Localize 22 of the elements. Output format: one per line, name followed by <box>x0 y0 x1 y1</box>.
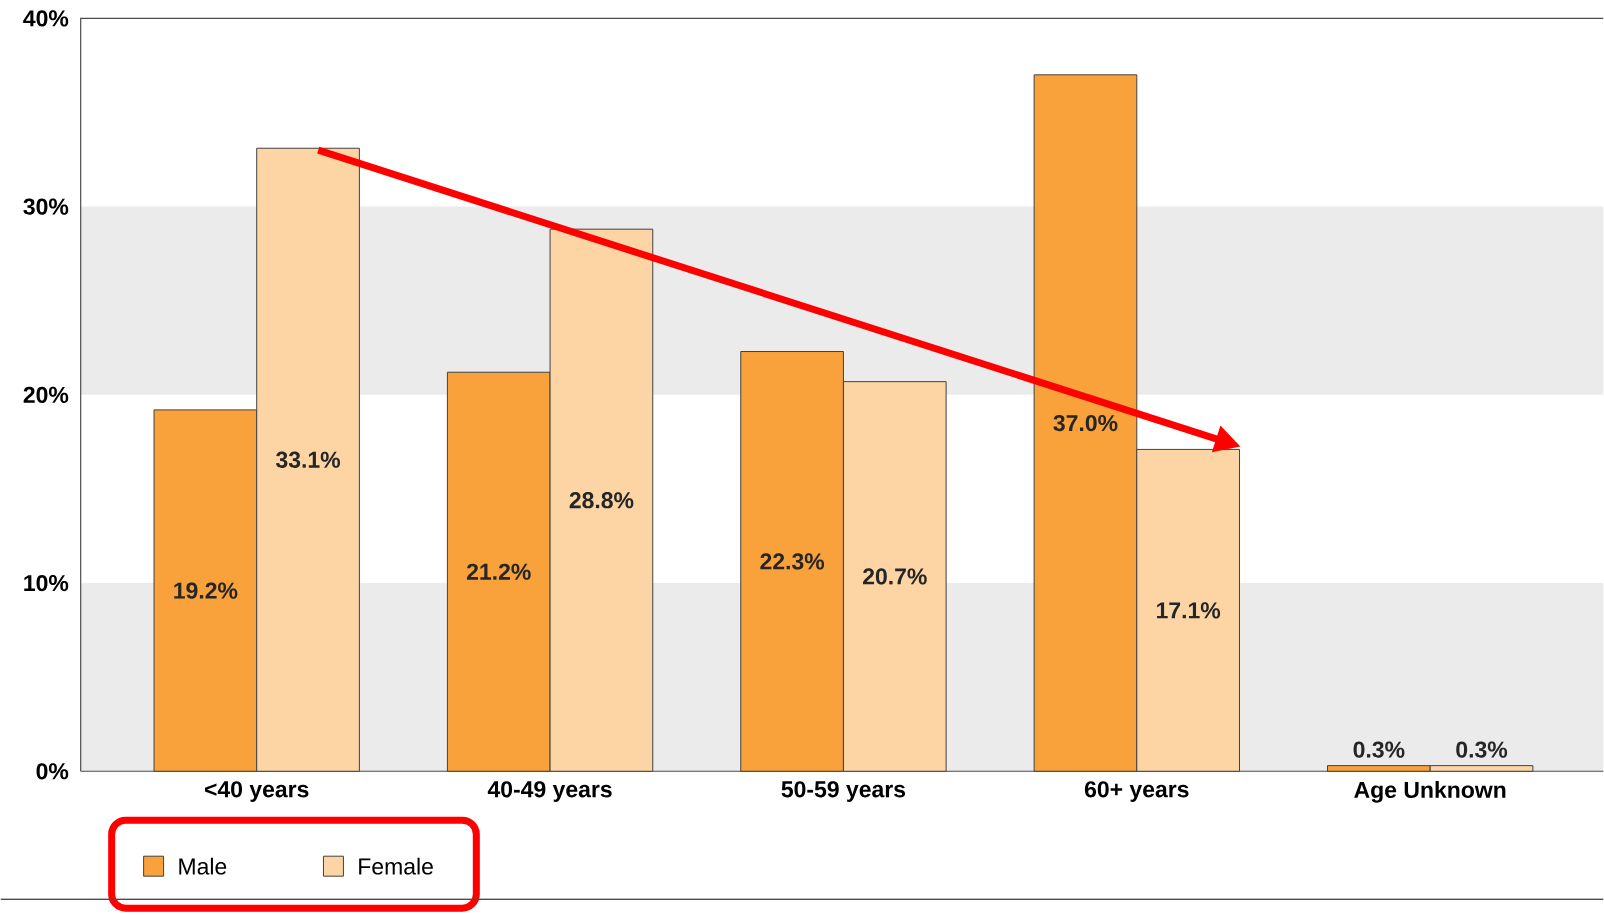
data-label: 0.3% <box>1456 741 1508 758</box>
data-label: 22.3% <box>760 553 825 570</box>
x-tick-label: Age Unknown <box>1354 781 1506 803</box>
x-tick-label: 50-59 years <box>781 781 906 802</box>
data-label: 37.0% <box>1053 414 1118 432</box>
y-tick-label: 40% <box>23 10 69 27</box>
y-tick-label: 0% <box>36 763 69 780</box>
x-tick-label: <40 years <box>204 781 309 802</box>
data-label: 28.8% <box>569 492 634 509</box>
data-label: 19.2% <box>174 582 238 599</box>
data-label: 17.1% <box>1157 602 1221 619</box>
x-tick-label: 40-49 years <box>487 781 612 802</box>
y-tick-label: 30% <box>23 198 69 215</box>
data-label: 0.3% <box>1353 741 1405 758</box>
legend-label: Male <box>179 857 227 875</box>
y-tick-label: 10% <box>24 574 69 592</box>
data-label: 33.1% <box>275 451 341 468</box>
data-label: 20.7% <box>863 568 927 585</box>
y-tick-label: 20% <box>23 386 69 403</box>
data-label: 21.2% <box>466 563 531 580</box>
x-tick-label: 60+ years <box>1084 781 1189 802</box>
legend-label: Female <box>359 857 433 875</box>
